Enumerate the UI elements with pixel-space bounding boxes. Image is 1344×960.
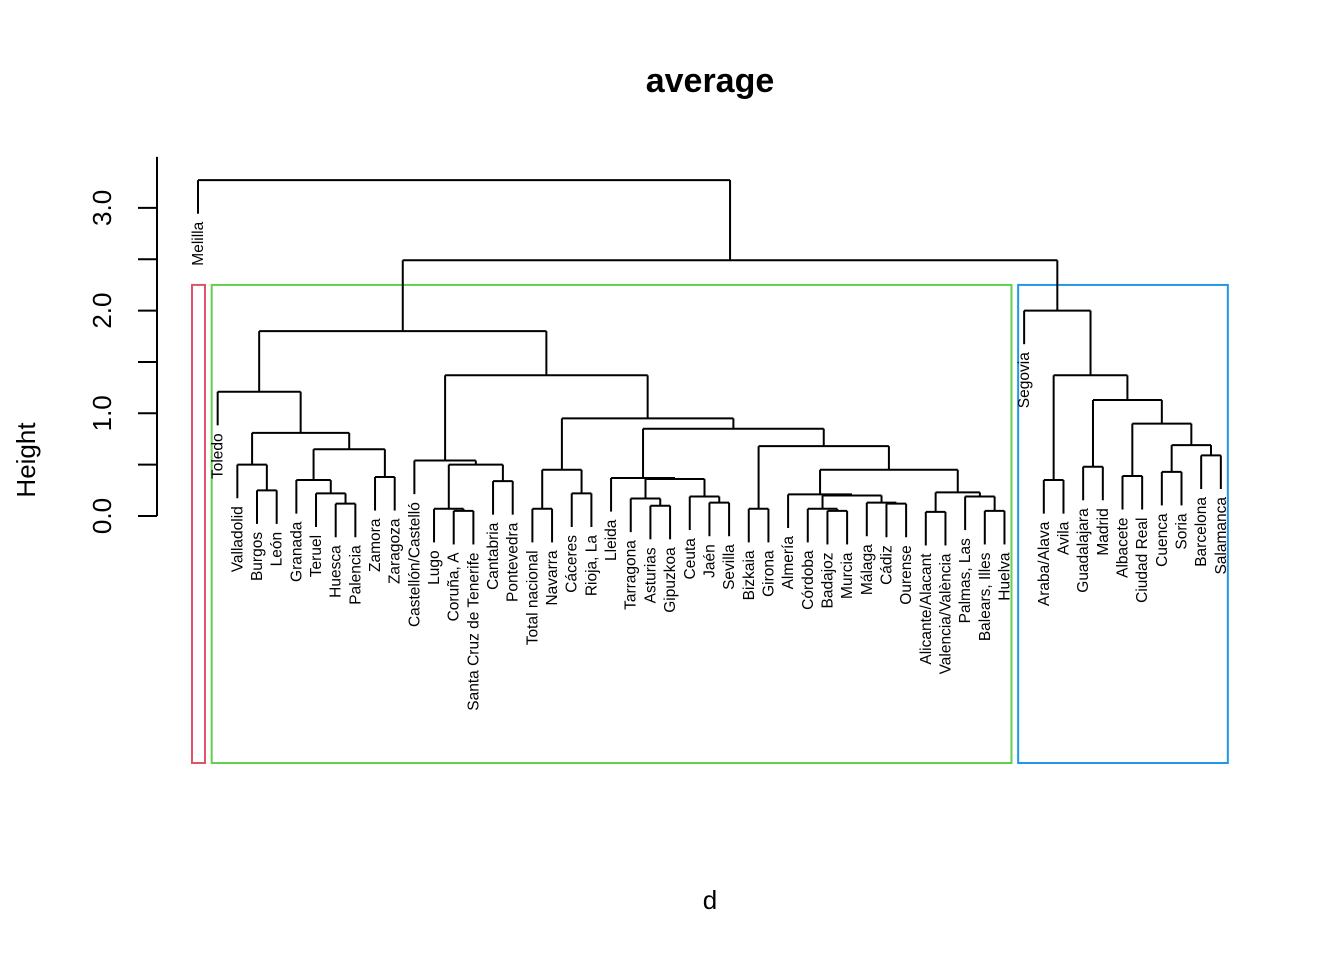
leaf-label: Santa Cruz de Tenerife <box>465 552 482 710</box>
chart-title: average <box>646 62 775 100</box>
cluster-3-box <box>1017 283 1229 764</box>
leaf-label: Araba/Alava <box>1036 521 1053 606</box>
leaf-label: Palmas, Las <box>957 538 974 624</box>
y-tick-label: 3.0 <box>87 190 117 226</box>
leaf-label: Balears, Illes <box>977 552 994 641</box>
leaf-label: Burgos <box>249 532 266 581</box>
leaf-label: León <box>269 532 286 566</box>
leaf-label: Sevilla <box>721 544 738 590</box>
leaf-label: Albacete <box>1114 518 1131 578</box>
leaf-label: Badajoz <box>819 552 836 608</box>
leaf-label: Madrid <box>1095 508 1112 555</box>
leaf-label: Melilla <box>190 221 207 265</box>
leaf-label: Córdoba <box>800 550 817 610</box>
leaf-label: Palencia <box>347 545 364 605</box>
leaf-label: Segovia <box>1016 352 1033 408</box>
leaf-label: Navarra <box>544 550 561 606</box>
leaf-label: Bizkaia <box>741 550 758 600</box>
leaf-label: Ceuta <box>682 538 699 580</box>
leaf-label: Cáceres <box>564 535 581 593</box>
leaf-label: Ourense <box>898 545 915 604</box>
leaf-label: Almería <box>780 536 797 590</box>
leaf-label: Zamora <box>367 518 384 572</box>
leaf-label: Rioja, La <box>583 535 600 597</box>
leaf-label: Cuenca <box>1154 513 1171 567</box>
leaf-label: Jaén <box>701 544 718 578</box>
leaf-labels: Melilla Toledo Valladolid Burgos León Granada… <box>190 221 1230 710</box>
leaf-label: Lleida <box>603 519 620 561</box>
leaf-label: Soria <box>1174 513 1191 550</box>
leaf-label: Girona <box>760 550 777 597</box>
leaf-label: Granada <box>288 521 305 582</box>
y-axis: 0.0 1.0 2.0 3.0 <box>87 156 158 534</box>
leaf-label: Total nacional <box>524 550 541 645</box>
leaf-label: Ciudad Real <box>1134 518 1151 603</box>
y-axis-label: Height <box>11 422 41 498</box>
x-axis-label: d <box>703 885 717 915</box>
cluster-2-box <box>210 283 1013 764</box>
cluster-boxes <box>191 283 1229 764</box>
leaf-label: Zaragoza <box>387 518 404 584</box>
y-tick-label: 1.0 <box>87 395 117 431</box>
leaf-label: Toledo <box>210 433 227 479</box>
leaf-label: Avila <box>1055 521 1072 555</box>
leaf-label: Tarragona <box>623 540 640 610</box>
leaf-label: Valladolid <box>229 506 246 572</box>
leaf-label: Castellón/Castelló <box>406 502 423 627</box>
leaf-label: Cantabria <box>485 522 502 590</box>
dendrogram-branches <box>197 179 1222 546</box>
leaf-label: Barcelona <box>1193 497 1210 567</box>
leaf-label: Valencia/València <box>937 553 954 674</box>
leaf-label: Gipuzkoa <box>662 547 679 613</box>
leaf-label: Coruña, A <box>446 552 463 622</box>
leaf-label: Asturias <box>642 547 659 603</box>
leaf-label: Pontevedra <box>505 522 522 602</box>
leaf-label: Alicante/Alacant <box>918 553 935 665</box>
y-tick-label: 0.0 <box>87 498 117 534</box>
y-tick-label: 2.0 <box>87 293 117 329</box>
leaf-label: Teruel <box>308 535 325 577</box>
leaf-label: Lugo <box>426 550 443 584</box>
leaf-label: Cádiz <box>878 545 895 585</box>
leaf-label: Málaga <box>859 544 876 595</box>
leaf-label: Salamanca <box>1213 497 1230 575</box>
cluster-1-box <box>191 283 206 764</box>
leaf-label: Huesca <box>328 545 345 598</box>
leaf-label: Murcia <box>839 552 856 599</box>
leaf-label: Guadalajara <box>1075 508 1092 593</box>
leaf-label: Huelva <box>996 552 1013 601</box>
